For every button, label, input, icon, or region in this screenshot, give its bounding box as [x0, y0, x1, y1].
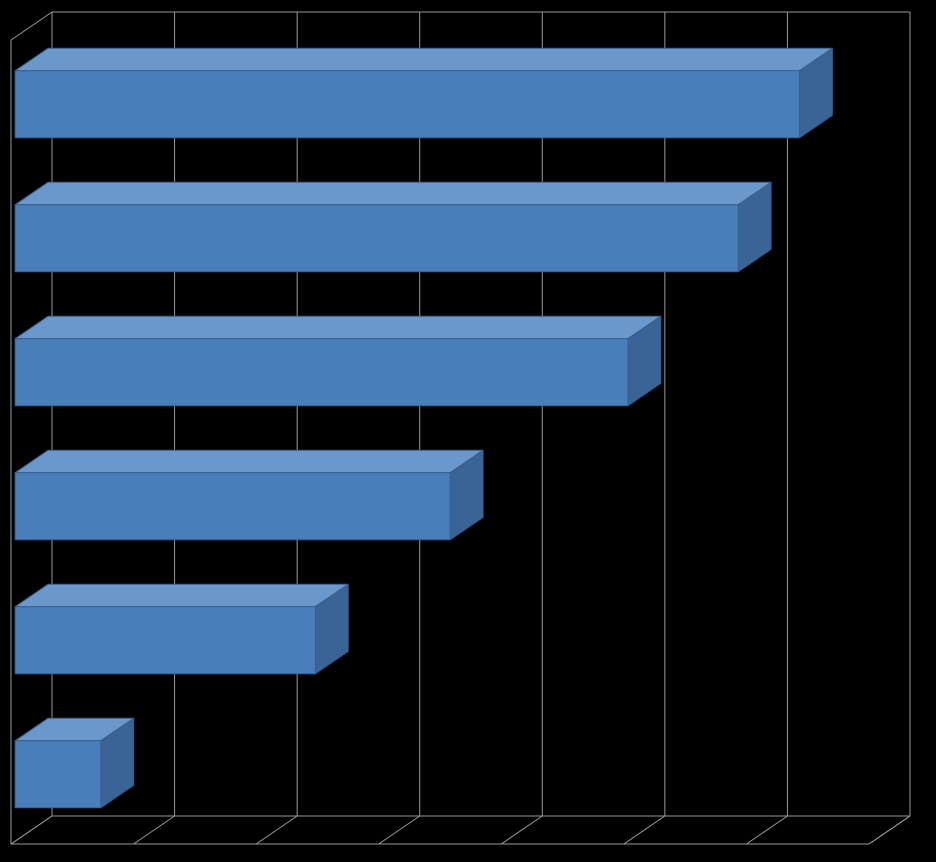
bar — [15, 718, 134, 807]
bar — [15, 316, 661, 405]
bar — [15, 450, 483, 539]
bar — [15, 48, 832, 137]
bar — [15, 584, 348, 673]
bar-chart-3d — [0, 0, 936, 862]
bar — [15, 182, 771, 271]
